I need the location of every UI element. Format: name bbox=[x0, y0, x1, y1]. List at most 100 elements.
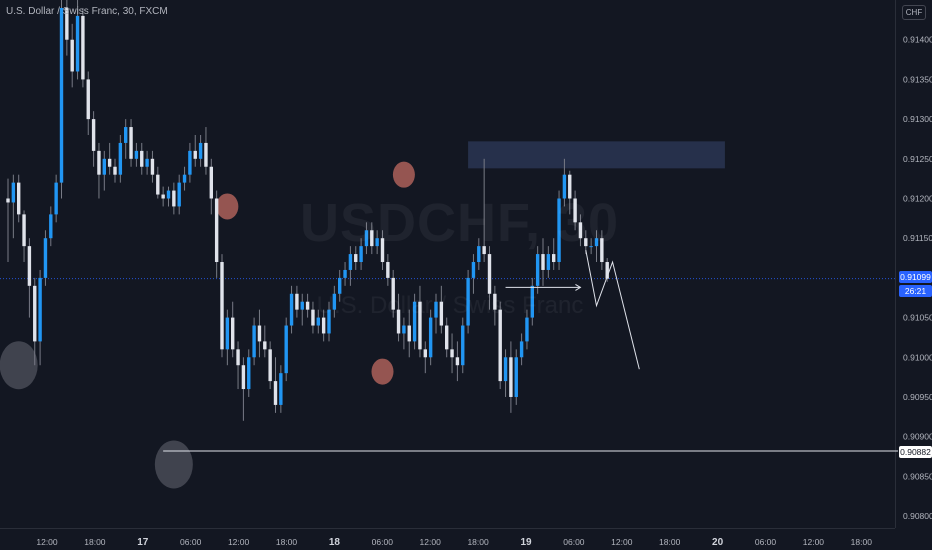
candle-body bbox=[338, 277, 342, 294]
candle-body bbox=[166, 190, 171, 199]
swing-marker-circle[interactable] bbox=[392, 161, 415, 188]
candle-body bbox=[391, 277, 395, 310]
projection-path[interactable] bbox=[585, 250, 640, 370]
candle-body bbox=[295, 293, 299, 310]
candle-body bbox=[247, 357, 251, 390]
candle-body bbox=[17, 182, 21, 215]
candle-body bbox=[503, 357, 508, 382]
candle-body bbox=[546, 254, 551, 270]
x-tick-label: 06:00 bbox=[755, 537, 777, 547]
x-tick-label: 17 bbox=[137, 537, 149, 548]
candle-body bbox=[268, 349, 272, 382]
candle-body bbox=[177, 182, 181, 207]
candle-body bbox=[134, 150, 139, 159]
candle-body bbox=[423, 349, 427, 358]
candle-body bbox=[140, 150, 144, 167]
candle-body bbox=[279, 373, 283, 405]
x-tick-label: 18:00 bbox=[84, 537, 106, 547]
candle-body bbox=[102, 158, 106, 175]
y-tick-label: 0.91250 bbox=[903, 154, 932, 164]
candle-body bbox=[605, 262, 609, 279]
candle-body bbox=[584, 238, 588, 247]
candle-body bbox=[65, 7, 69, 40]
candle-body bbox=[257, 325, 262, 342]
candle-body bbox=[594, 238, 599, 247]
candle-body bbox=[22, 214, 26, 247]
x-tick-label: 12:00 bbox=[420, 537, 442, 547]
candle-body bbox=[525, 317, 529, 342]
y-tick-label: 0.91400 bbox=[903, 35, 932, 45]
x-tick-label: 12:00 bbox=[611, 537, 633, 547]
candle-body bbox=[86, 79, 90, 120]
candle-body bbox=[188, 150, 192, 175]
candle-body bbox=[386, 262, 390, 278]
y-tick-label: 0.90900 bbox=[903, 432, 932, 442]
candle-body bbox=[450, 349, 454, 358]
candle-body bbox=[193, 150, 197, 159]
x-tick-label: 18:00 bbox=[467, 537, 489, 547]
currency-badge[interactable]: CHF bbox=[902, 5, 926, 20]
candle-body bbox=[402, 325, 406, 334]
candle-body bbox=[11, 182, 16, 203]
candle-body bbox=[225, 317, 230, 350]
x-tick-label: 06:00 bbox=[563, 537, 585, 547]
x-tick-label: 18:00 bbox=[659, 537, 681, 547]
candle-body bbox=[578, 222, 583, 239]
candle-body bbox=[241, 365, 246, 390]
candle-body bbox=[263, 341, 267, 350]
candle-body bbox=[573, 198, 577, 223]
candle-body bbox=[412, 301, 417, 342]
candle-body bbox=[284, 325, 288, 374]
candle-body bbox=[477, 246, 481, 263]
candle-body bbox=[70, 39, 74, 72]
candle-body bbox=[514, 357, 518, 397]
candle-body bbox=[311, 309, 315, 326]
swing-marker-circle[interactable] bbox=[216, 193, 239, 220]
x-tick-label: 06:00 bbox=[372, 537, 394, 547]
candle-body bbox=[434, 301, 438, 318]
candle-body bbox=[305, 301, 310, 310]
candle-body bbox=[220, 262, 224, 350]
projection-arrow-head bbox=[575, 283, 582, 291]
candle-body bbox=[97, 150, 101, 175]
bar-countdown-label: 26:21 bbox=[899, 285, 932, 297]
y-tick-label: 0.91300 bbox=[903, 114, 932, 124]
swing-marker-circle[interactable] bbox=[0, 341, 38, 390]
candle-body bbox=[252, 325, 256, 358]
candle-body bbox=[589, 246, 593, 248]
candle-body bbox=[509, 357, 513, 397]
swing-marker-circle[interactable] bbox=[154, 440, 193, 489]
support-level-label: 0.90882 bbox=[899, 446, 932, 458]
candle-body bbox=[107, 158, 112, 167]
candle-body bbox=[43, 238, 48, 278]
candle-body bbox=[91, 119, 96, 151]
swing-marker-circle[interactable] bbox=[371, 358, 394, 385]
candle-body bbox=[407, 325, 411, 342]
symbol-title[interactable]: U.S. Dollar / Swiss Franc, 30, FXCM bbox=[6, 6, 168, 17]
candle-body bbox=[493, 293, 497, 310]
candle-body bbox=[375, 238, 379, 247]
candle-body bbox=[145, 158, 149, 167]
candle-body bbox=[364, 230, 369, 247]
candle-body bbox=[471, 262, 476, 278]
candle-body bbox=[209, 166, 213, 199]
symbol-watermark: USDCHF, 30 bbox=[300, 193, 620, 253]
y-tick-label: 0.91150 bbox=[903, 233, 932, 243]
resistance-zone[interactable] bbox=[468, 141, 725, 169]
candle-body bbox=[359, 246, 363, 263]
candle-body bbox=[75, 15, 80, 72]
x-tick-label: 19 bbox=[520, 537, 532, 548]
candle-body bbox=[300, 301, 304, 310]
x-tick-label: 12:00 bbox=[803, 537, 825, 547]
candle-body bbox=[557, 198, 561, 263]
x-tick-label: 12:00 bbox=[228, 537, 250, 547]
x-tick-label: 20 bbox=[712, 537, 724, 548]
candle-body bbox=[150, 158, 155, 175]
candle-body bbox=[182, 174, 187, 183]
candle-body bbox=[129, 127, 133, 159]
candle-body bbox=[6, 198, 10, 203]
candle-body bbox=[38, 277, 42, 342]
candle-body bbox=[172, 190, 176, 207]
